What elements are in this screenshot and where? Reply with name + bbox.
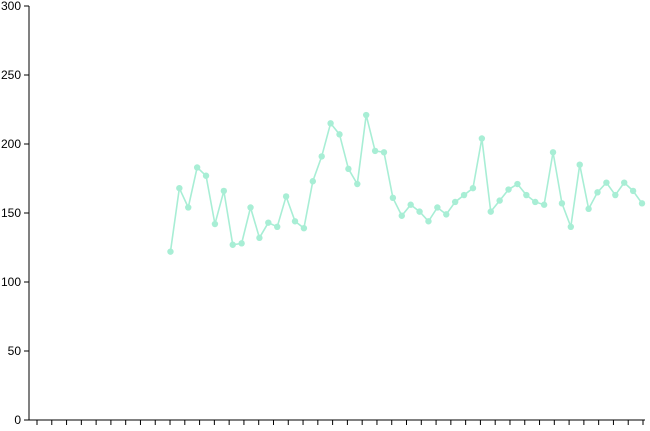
data-point: [211, 220, 219, 228]
plot-area: [167, 111, 646, 255]
data-point: [247, 204, 254, 211]
data-point: [443, 211, 450, 218]
data-point: [603, 179, 610, 186]
data-point: [398, 212, 405, 219]
data-point: [451, 198, 459, 206]
data-point: [274, 223, 281, 230]
y-tick-label: 250: [1, 68, 21, 82]
data-point: [496, 197, 503, 204]
data-point: [167, 248, 174, 255]
series-line: [169, 114, 643, 252]
data-point: [407, 201, 414, 208]
data-point: [336, 131, 343, 138]
data-point: [638, 200, 646, 207]
y-tick-label: 50: [8, 344, 22, 358]
data-point: [505, 186, 512, 193]
data-point: [416, 208, 423, 215]
data-point: [532, 198, 539, 206]
y-tick-label: 200: [1, 137, 21, 151]
data-point: [371, 147, 379, 155]
y-tick-label: 300: [1, 0, 21, 13]
data-point: [425, 218, 432, 225]
data-point: [256, 234, 263, 242]
data-point: [594, 189, 601, 196]
data-point: [576, 161, 583, 168]
data-point: [176, 184, 183, 192]
data-point: [514, 180, 521, 188]
data-point: [629, 187, 637, 195]
data-point: [318, 153, 325, 160]
data-point: [238, 240, 245, 247]
data-point: [229, 241, 236, 248]
data-point: [478, 135, 486, 142]
data-point: [282, 193, 290, 200]
data-point: [549, 149, 557, 156]
data-point: [460, 191, 468, 199]
data-point: [220, 187, 228, 195]
data-point: [354, 180, 361, 188]
data-point: [362, 111, 370, 119]
data-point: [309, 178, 317, 185]
data-point: [327, 120, 334, 127]
data-point: [345, 165, 352, 173]
data-point: [389, 194, 397, 202]
data-point: [567, 223, 575, 230]
data-point: [523, 191, 530, 199]
data-point: [185, 204, 192, 211]
y-tick-label: 150: [1, 206, 21, 220]
data-point: [291, 218, 299, 225]
data-point: [265, 219, 272, 226]
data-point: [540, 201, 548, 208]
data-point: [202, 172, 210, 179]
data-point: [434, 204, 441, 211]
data-point: [621, 179, 628, 186]
data-point: [585, 205, 592, 213]
data-point: [558, 200, 566, 207]
y-tick-label: 100: [1, 275, 21, 289]
data-point: [193, 164, 201, 171]
data-point: [487, 208, 494, 215]
data-point: [612, 191, 619, 199]
y-tick-label: 0: [14, 413, 21, 426]
data-point: [300, 224, 308, 232]
data-point: [380, 149, 388, 156]
data-point: [469, 184, 477, 192]
